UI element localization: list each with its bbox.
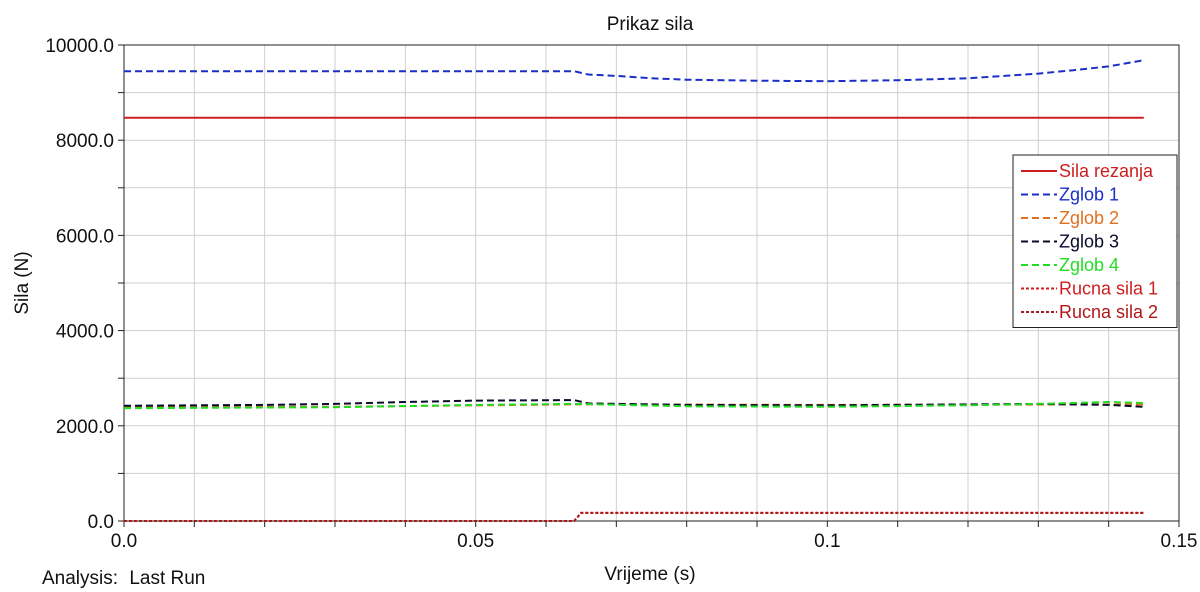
y-tick-label: 10000.0 <box>45 36 114 57</box>
y-axis-ticks: 0.0 2000.0 4000.0 6000.0 8000.0 10000.0 <box>45 36 124 533</box>
legend-label: Rucna sila 2 <box>1059 302 1158 322</box>
x-tick-label: 0.05 <box>457 531 494 552</box>
chart-title: Prikaz sila <box>607 14 694 35</box>
y-tick-label: 8000.0 <box>56 131 114 152</box>
legend-label: Zglob 3 <box>1059 232 1119 252</box>
legend-label: Zglob 2 <box>1059 208 1119 228</box>
legend-label: Sila rezanja <box>1059 161 1154 181</box>
legend-label: Zglob 4 <box>1059 255 1119 275</box>
legend-label: Rucna sila 1 <box>1059 279 1158 299</box>
series-line-zglob-4 <box>123 400 1144 410</box>
legend-box <box>1012 154 1178 328</box>
legend-label: Zglob 1 <box>1059 185 1119 205</box>
analysis-value: Last Run <box>129 568 205 589</box>
x-tick-label: 0.0 <box>111 531 137 552</box>
analysis-footer: Analysis: Last Run <box>42 568 205 589</box>
x-axis-title: Vrijeme (s) <box>604 564 695 585</box>
y-axis-title: Sila (N) <box>12 251 33 314</box>
x-tick-label: 0.15 <box>1161 531 1198 552</box>
series-line-rucna-sila-2 <box>124 511 1144 522</box>
y-tick-label: 4000.0 <box>56 322 114 343</box>
series-layer <box>123 59 1144 522</box>
x-axis-ticks: 0.0 0.05 0.1 0.15 <box>111 521 1198 552</box>
series-line-rucna-sila-1 <box>124 511 1144 522</box>
analysis-label: Analysis: <box>42 568 118 589</box>
y-tick-label: 6000.0 <box>56 226 114 247</box>
series-line-zglob-1 <box>124 59 1144 83</box>
y-tick-label: 0.0 <box>88 512 114 533</box>
x-tick-label: 0.1 <box>814 531 840 552</box>
y-tick-label: 2000.0 <box>56 417 114 438</box>
legend: Sila rezanja Zglob 1 Zglob 2 Zglob 3 Zglob 4… <box>1012 154 1178 328</box>
